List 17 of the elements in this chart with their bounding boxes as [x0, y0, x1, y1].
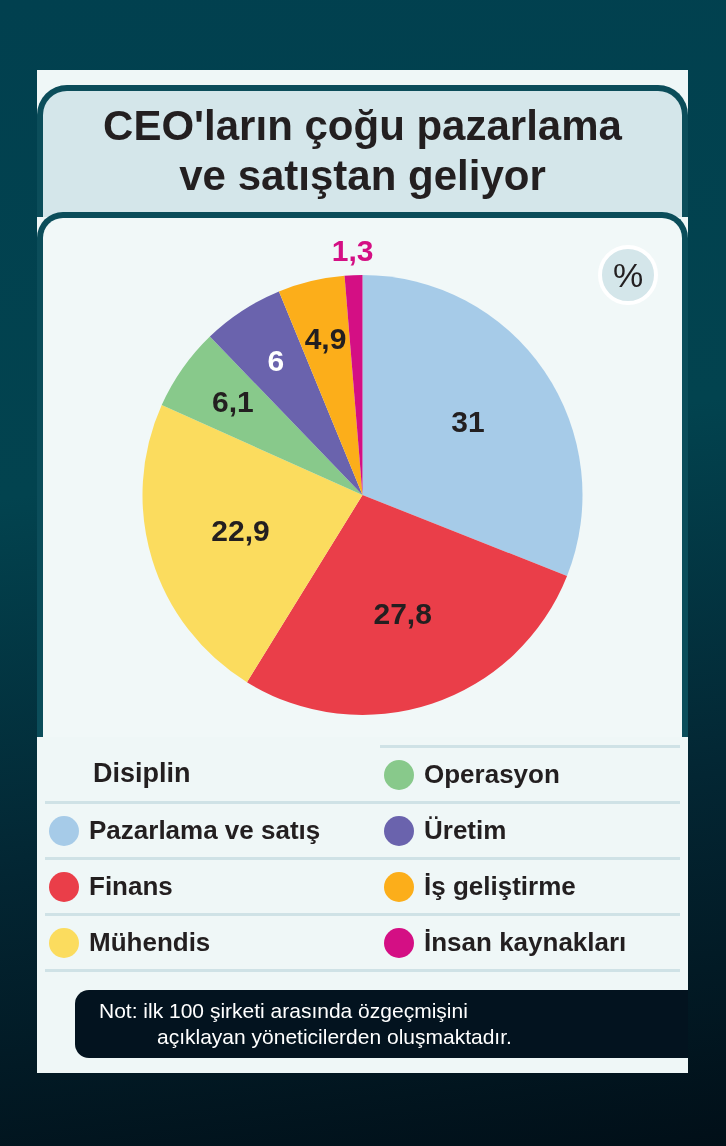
legend-label: İnsan kaynakları — [424, 927, 627, 958]
legend-label: Operasyon — [424, 759, 560, 790]
text: % — [598, 245, 658, 305]
data-label: 31 — [451, 404, 485, 438]
data-label: 22,9 — [211, 513, 270, 547]
legend-label: Mühendis — [89, 927, 211, 958]
data-label: 1,3 — [331, 234, 374, 268]
legend-label: Finans — [89, 871, 173, 902]
data-label: 4,9 — [304, 322, 347, 356]
data-label: 6,1 — [212, 385, 254, 419]
legend-label: Pazarlama ve satış — [89, 815, 321, 846]
legend-label: İş geliştirme — [424, 871, 576, 902]
text: Not: ilk 100 şirketi arasında özgeçmişini açıklayan yöneticilerden oluşmaktadır. — [99, 998, 513, 1050]
legend-label: Üretim — [424, 815, 507, 846]
data-label: 27,8 — [373, 597, 432, 631]
data-label: 6 — [267, 343, 285, 377]
legend-title: Disiplin — [92, 756, 192, 790]
